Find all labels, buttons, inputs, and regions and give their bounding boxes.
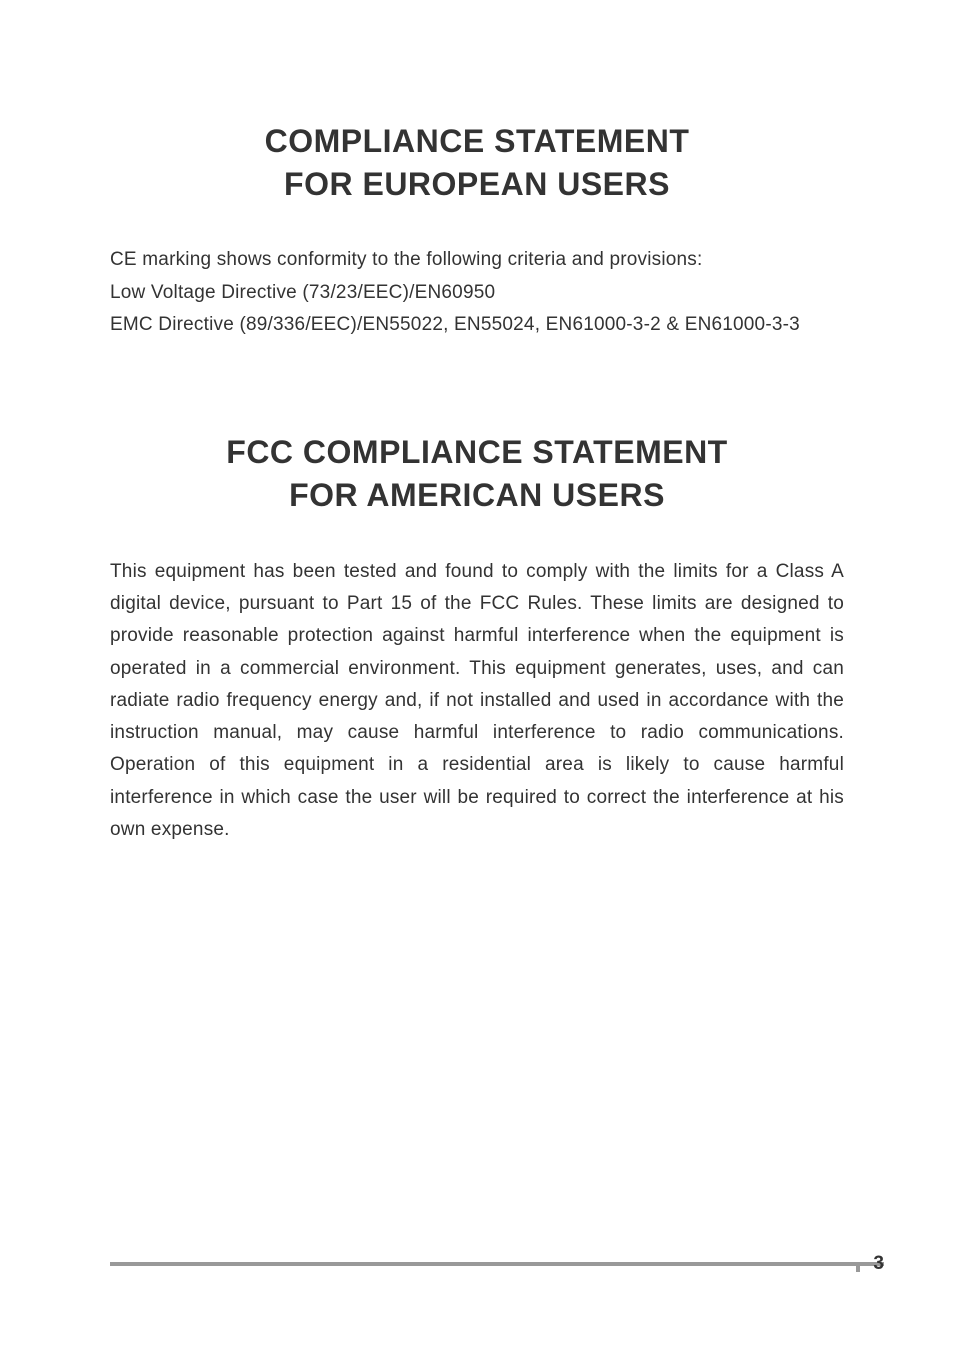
body-line: CE marking shows conformity to the follo… <box>110 244 844 276</box>
body-line: Low Voltage Directive (73/23/EEC)/EN6095… <box>110 277 844 309</box>
footer-tick <box>856 1262 860 1272</box>
footer-rule <box>110 1262 884 1266</box>
heading-line: COMPLIANCE STATEMENT <box>265 123 690 159</box>
section-1-body: CE marking shows conformity to the follo… <box>110 244 844 341</box>
heading-line: FOR AMERICAN USERS <box>289 477 665 513</box>
section-2-body: This equipment has been tested and found… <box>110 556 844 847</box>
document-page: COMPLIANCE STATEMENT FOR EUROPEAN USERS … <box>0 0 954 846</box>
heading-line: FCC COMPLIANCE STATEMENT <box>226 434 727 470</box>
body-line: EMC Directive (89/336/EEC)/EN55022, EN55… <box>110 309 844 341</box>
page-footer: 3 <box>110 1262 884 1292</box>
body-paragraph: This equipment has been tested and found… <box>110 556 844 847</box>
heading-line: FOR EUROPEAN USERS <box>284 166 670 202</box>
page-number: 3 <box>873 1253 884 1275</box>
section-1-heading: COMPLIANCE STATEMENT FOR EUROPEAN USERS <box>110 120 844 206</box>
section-2-heading: FCC COMPLIANCE STATEMENT FOR AMERICAN US… <box>110 431 844 517</box>
